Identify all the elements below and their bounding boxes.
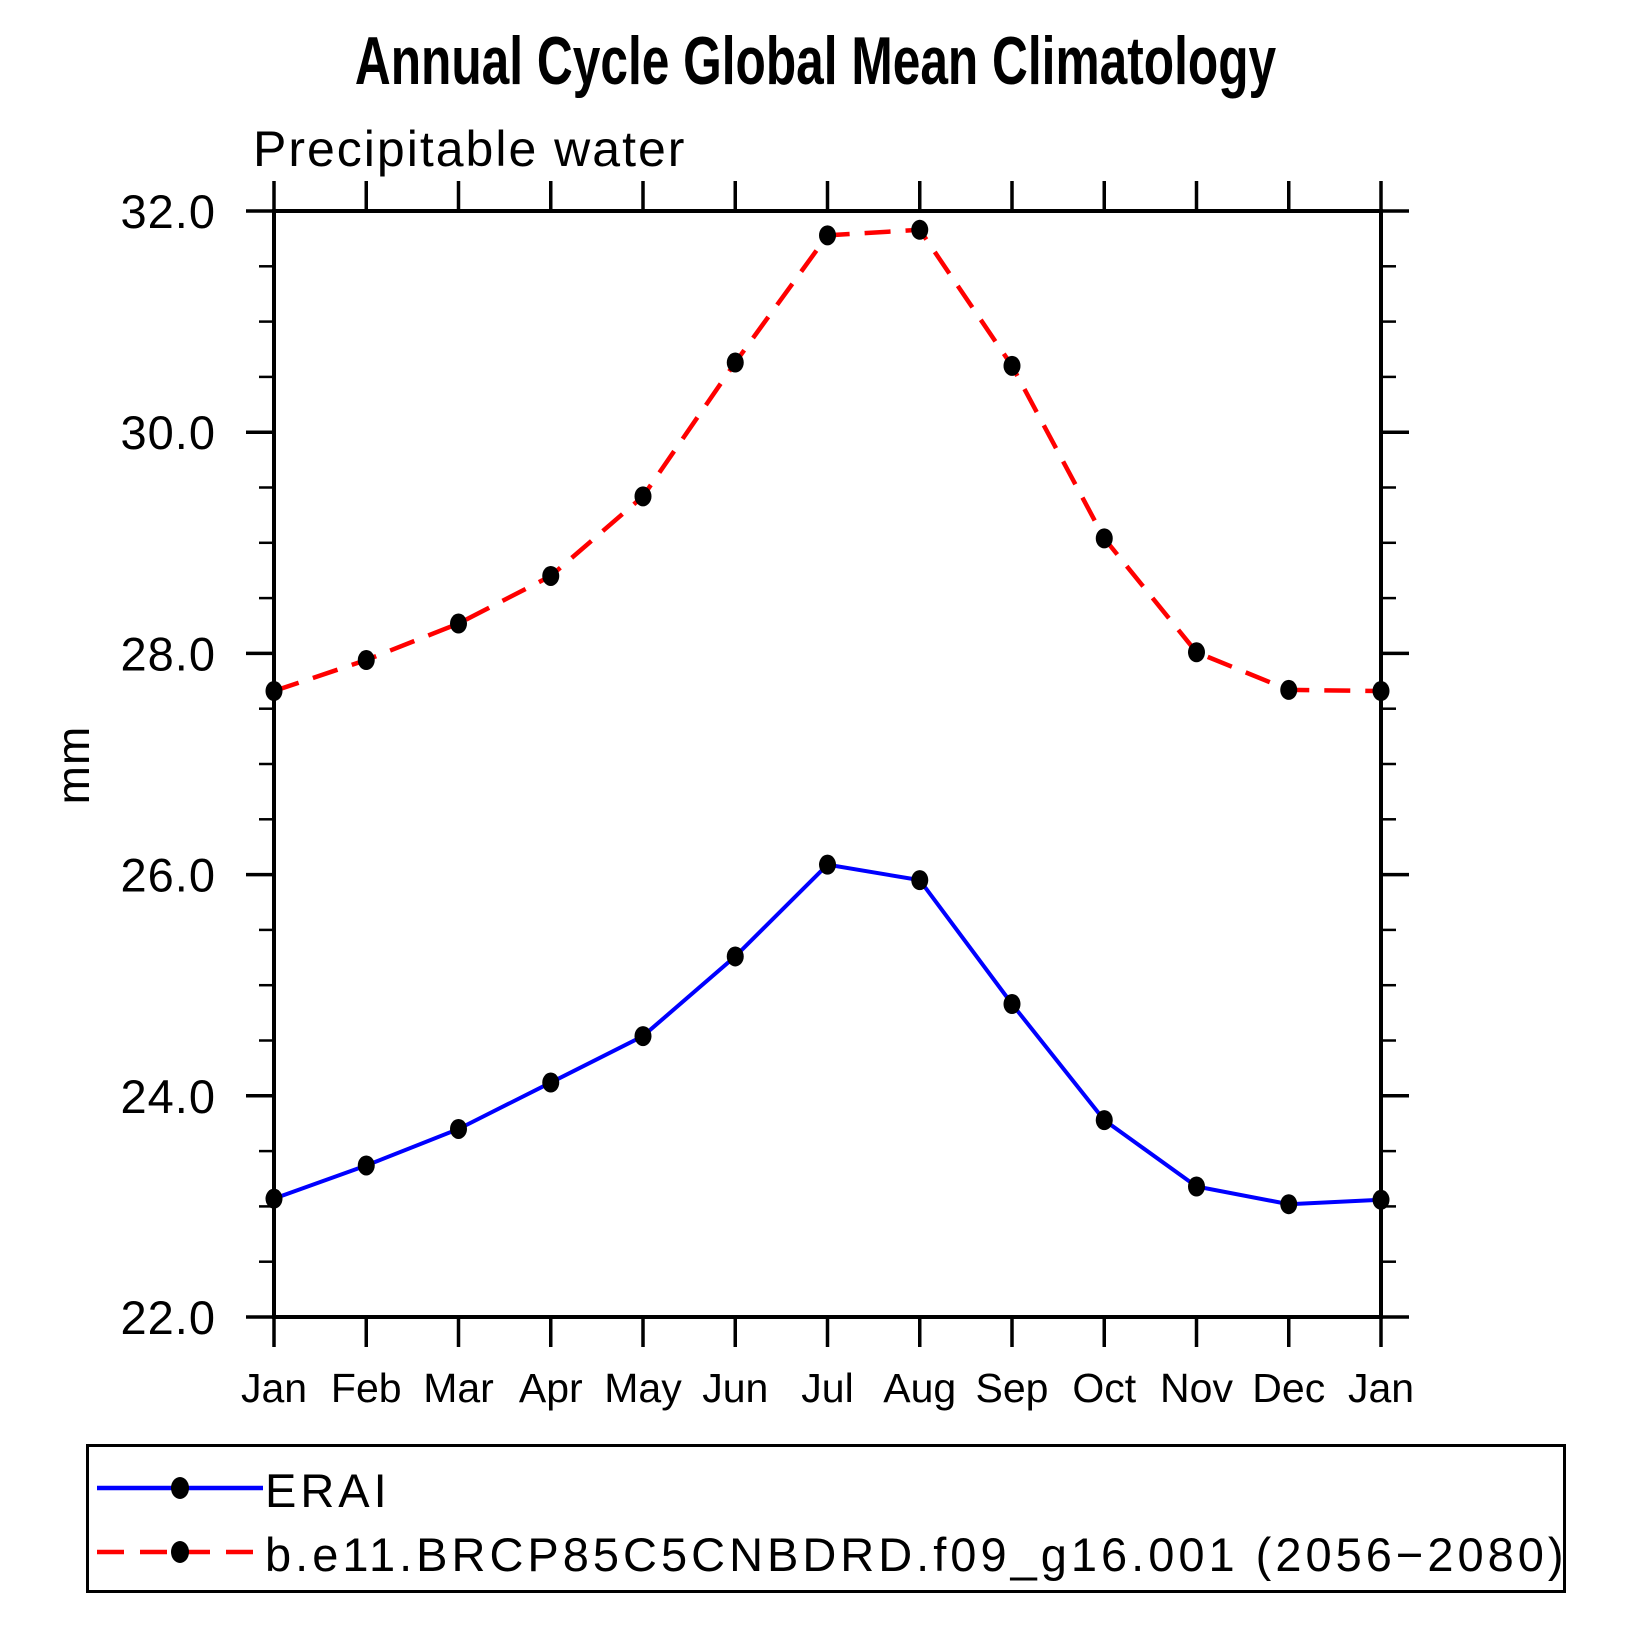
- legend-line-sample-solid: [95, 1466, 265, 1515]
- legend-sample-svg: [97, 1476, 263, 1499]
- x-tick-label: Oct: [1072, 1365, 1136, 1411]
- x-tick-label: Jan: [241, 1365, 307, 1411]
- data-point-marker: [450, 1118, 467, 1139]
- legend-line-sample-dashed: [95, 1530, 265, 1579]
- x-tick-label: Sep: [976, 1365, 1049, 1411]
- data-point-marker: [357, 650, 375, 671]
- y-tick-label: 26.0: [121, 849, 216, 902]
- y-tick-label: 30.0: [121, 406, 216, 459]
- x-tick-label: Mar: [423, 1365, 494, 1411]
- x-tick-label: Jun: [702, 1365, 768, 1411]
- y-tick-label: 32.0: [121, 185, 216, 238]
- data-point-marker: [357, 1155, 375, 1176]
- x-tick-label: Jul: [801, 1365, 853, 1411]
- data-point-marker: [726, 352, 744, 373]
- data-point-marker: [1095, 528, 1113, 549]
- series-markers-1: [265, 219, 1390, 702]
- data-point-marker: [634, 486, 652, 507]
- data-point-marker: [1188, 642, 1205, 663]
- series-markers-0: [265, 854, 1390, 1215]
- x-tick-label: Apr: [519, 1365, 583, 1411]
- data-point-marker: [1372, 1189, 1390, 1210]
- data-point-marker: [911, 870, 929, 891]
- data-point-marker: [726, 946, 744, 967]
- data-point-marker: [542, 565, 560, 586]
- x-tick-label: Nov: [1160, 1365, 1233, 1411]
- legend-label: b.e11.BRCP85C5CNBDRD.f09_g16.001 (2056−2…: [265, 1527, 1568, 1581]
- y-tick-label: 28.0: [121, 627, 216, 680]
- data-point-marker: [1188, 1176, 1205, 1197]
- legend-item-erai: ERAI: [95, 1464, 391, 1517]
- data-point-marker: [1095, 1110, 1113, 1131]
- data-point-marker: [1280, 679, 1298, 700]
- y-ticks: [246, 209, 1409, 1319]
- data-point-marker: [450, 613, 467, 634]
- legend-label: ERAI: [265, 1463, 391, 1517]
- y-tick-label: 24.0: [121, 1070, 216, 1123]
- data-point-marker: [634, 1026, 652, 1047]
- chart-subtitle: Precipitable water: [253, 121, 687, 177]
- data-point-marker: [265, 681, 283, 702]
- x-tick-label: May: [604, 1365, 682, 1411]
- x-tick-label: Aug: [883, 1365, 956, 1411]
- x-tick-label: Jan: [1348, 1365, 1414, 1411]
- legend-item-model: b.e11.BRCP85C5CNBDRD.f09_g16.001 (2056−2…: [95, 1528, 1568, 1581]
- x-tick-label: Dec: [1252, 1365, 1325, 1411]
- axis-frame: [272, 209, 1383, 1319]
- data-point-marker: [542, 1072, 560, 1093]
- data-point-marker: [819, 854, 836, 875]
- legend-box: ERAI b.e11.BRCP85C5CNBDRD.f09_g16.001 (2…: [86, 1444, 1566, 1593]
- data-point-marker: [1003, 994, 1021, 1015]
- x-tick-label: Feb: [331, 1365, 402, 1411]
- series-line-1: [273, 227, 1382, 694]
- data-point-marker: [1003, 355, 1021, 376]
- series-line-0: [273, 862, 1382, 1207]
- data-point-marker: [819, 225, 836, 246]
- data-point-marker: [1280, 1194, 1298, 1215]
- y-tick-labels: 22.0 24.0 26.0 28.0 30.0 32.0: [121, 185, 216, 1344]
- y-tick-label: 22.0: [121, 1291, 216, 1344]
- legend-sample-svg: [97, 1540, 263, 1563]
- x-ticks: [272, 181, 1383, 1347]
- x-tick-labels: Jan Feb Mar Apr May Jun Jul Aug Sep Oct Nov Dec Jan: [241, 1365, 1414, 1411]
- data-point-marker: [265, 1188, 283, 1209]
- chart-title: Annual Cycle Global Mean Climatology: [354, 23, 1277, 99]
- data-point-marker: [911, 219, 929, 240]
- data-point-marker: [1372, 681, 1390, 702]
